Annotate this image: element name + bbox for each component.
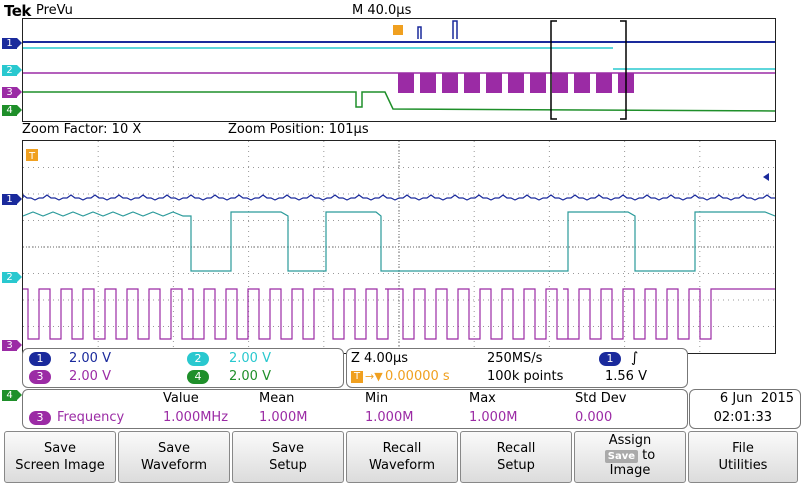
datetime-panel: 6 Jun 2015 02:01:33 bbox=[689, 389, 801, 429]
meas-max: 1.000M bbox=[469, 410, 518, 425]
ch2-ground-marker[interactable]: 2 bbox=[2, 272, 22, 283]
meas-header-min: Min bbox=[365, 391, 389, 406]
trigger-level[interactable]: 1.56 V bbox=[605, 369, 647, 384]
run-mode-label: PreVu bbox=[36, 3, 73, 18]
meas-header-mean: Mean bbox=[259, 391, 295, 406]
save-setup-button[interactable]: Save Setup bbox=[232, 431, 344, 483]
meas-min: 1.000M bbox=[365, 410, 414, 425]
ch3-ground-marker[interactable]: 3 bbox=[2, 340, 22, 351]
overview-waveform-panel[interactable] bbox=[22, 18, 776, 122]
zoom-scale: Z 4.00μs bbox=[351, 351, 409, 366]
zoom-factor: Zoom Factor: 10 X bbox=[22, 122, 142, 137]
ov-trigger-icon bbox=[393, 25, 403, 35]
ov-ch3-burst bbox=[442, 73, 458, 93]
channel-scale-panel[interactable]: 1 2.00 V 2 2.00 V 3 2.00 V 4 2.00 V bbox=[22, 348, 344, 388]
trigger-position-icon: T bbox=[351, 371, 363, 383]
ov-ch3-burst bbox=[552, 73, 568, 93]
meas-name: Frequency bbox=[57, 410, 125, 425]
ch3-scale[interactable]: 2.00 V bbox=[69, 369, 111, 384]
meas-header-max: Max bbox=[469, 391, 496, 406]
timebase-readout[interactable]: M 40.0μs bbox=[352, 3, 412, 18]
ov-ch3-burst bbox=[530, 73, 546, 93]
trigger-level-icon bbox=[763, 173, 769, 181]
ch3-overview-marker[interactable]: 3 bbox=[2, 87, 22, 98]
date-display: 6 Jun 2015 bbox=[719, 391, 794, 406]
ch4-ground-marker[interactable]: 4 bbox=[2, 390, 22, 401]
ch2-badge: 2 bbox=[187, 352, 209, 366]
meas-value: 1.000MHz bbox=[163, 410, 229, 425]
ch3-trace bbox=[23, 288, 775, 340]
ch1-trace bbox=[22, 193, 775, 201]
time-display: 02:01:33 bbox=[713, 410, 772, 425]
ov-ch1-pulses bbox=[417, 20, 458, 39]
ov-ch3-burst bbox=[420, 73, 436, 93]
ov-ch3-burst bbox=[486, 73, 502, 93]
record-length: 100k points bbox=[487, 369, 564, 384]
trigger-delay: 0.00000 s bbox=[385, 369, 450, 384]
ch1-scale[interactable]: 2.00 V bbox=[69, 351, 111, 366]
overview-waveforms bbox=[23, 20, 776, 120]
ch2-scale[interactable]: 2.00 V bbox=[229, 351, 271, 366]
meas-header-value: Value bbox=[163, 391, 199, 406]
measurement-panel[interactable]: Value Mean Min Max Std Dev 3 Frequency 1… bbox=[22, 389, 688, 429]
ch4-overview-marker[interactable]: 4 bbox=[2, 105, 22, 116]
ch1-badge: 1 bbox=[29, 352, 51, 366]
meas-channel-badge: 3 bbox=[29, 411, 51, 425]
ov-ch3-burst bbox=[596, 73, 612, 93]
zoom-position: Zoom Position: 101μs bbox=[228, 122, 369, 137]
trigger-marker-label: T bbox=[28, 151, 36, 162]
ov-ch3-burst bbox=[574, 73, 590, 93]
assign-save-button[interactable]: Assign Save to Image bbox=[574, 431, 686, 483]
ch2-trace bbox=[22, 211, 776, 272]
ov-ch3-burst bbox=[398, 73, 414, 93]
trigger-slope-icon: ∫ bbox=[631, 350, 639, 366]
ov-ch4-trace bbox=[23, 91, 776, 112]
meas-stddev: 0.000 bbox=[575, 410, 613, 425]
meas-mean: 1.000M bbox=[259, 410, 308, 425]
ov-ch3-burst bbox=[508, 73, 524, 93]
acquisition-panel[interactable]: Z 4.00μs 250MS/s 1 ∫ T →▼ 0.00000 s 100k… bbox=[346, 348, 688, 388]
trigger-position-icon bbox=[26, 149, 38, 161]
ch4-scale[interactable]: 2.00 V bbox=[229, 369, 271, 384]
sample-rate: 250MS/s bbox=[487, 351, 543, 366]
save-key-chip: Save bbox=[604, 450, 639, 463]
save-waveform-button[interactable]: Save Waveform bbox=[118, 431, 230, 483]
ov-ch2-hidden bbox=[23, 49, 775, 69]
recall-waveform-button[interactable]: Recall Waveform bbox=[346, 431, 458, 483]
brand-logo: Tek bbox=[4, 2, 31, 20]
ch2-overview-marker[interactable]: 2 bbox=[2, 65, 22, 76]
zoom-waveforms: T bbox=[22, 141, 776, 353]
ch3-badge: 3 bbox=[29, 370, 51, 384]
trigger-arrow-icon: →▼ bbox=[365, 370, 383, 383]
ch1-overview-marker[interactable]: 1 bbox=[2, 38, 22, 49]
ch1-ground-marker[interactable]: 1 bbox=[2, 194, 22, 205]
trigger-source-badge: 1 bbox=[599, 352, 621, 366]
ch4-badge: 4 bbox=[187, 370, 209, 384]
meas-header-stddev: Std Dev bbox=[575, 391, 627, 406]
ov-ch3-burst bbox=[464, 73, 480, 93]
zoom-window-brackets bbox=[550, 20, 627, 120]
zoom-graticule[interactable]: T bbox=[22, 140, 776, 354]
file-utilities-button[interactable]: File Utilities bbox=[688, 431, 798, 483]
save-screen-image-button[interactable]: Save Screen Image bbox=[4, 431, 116, 483]
recall-setup-button[interactable]: Recall Setup bbox=[460, 431, 572, 483]
